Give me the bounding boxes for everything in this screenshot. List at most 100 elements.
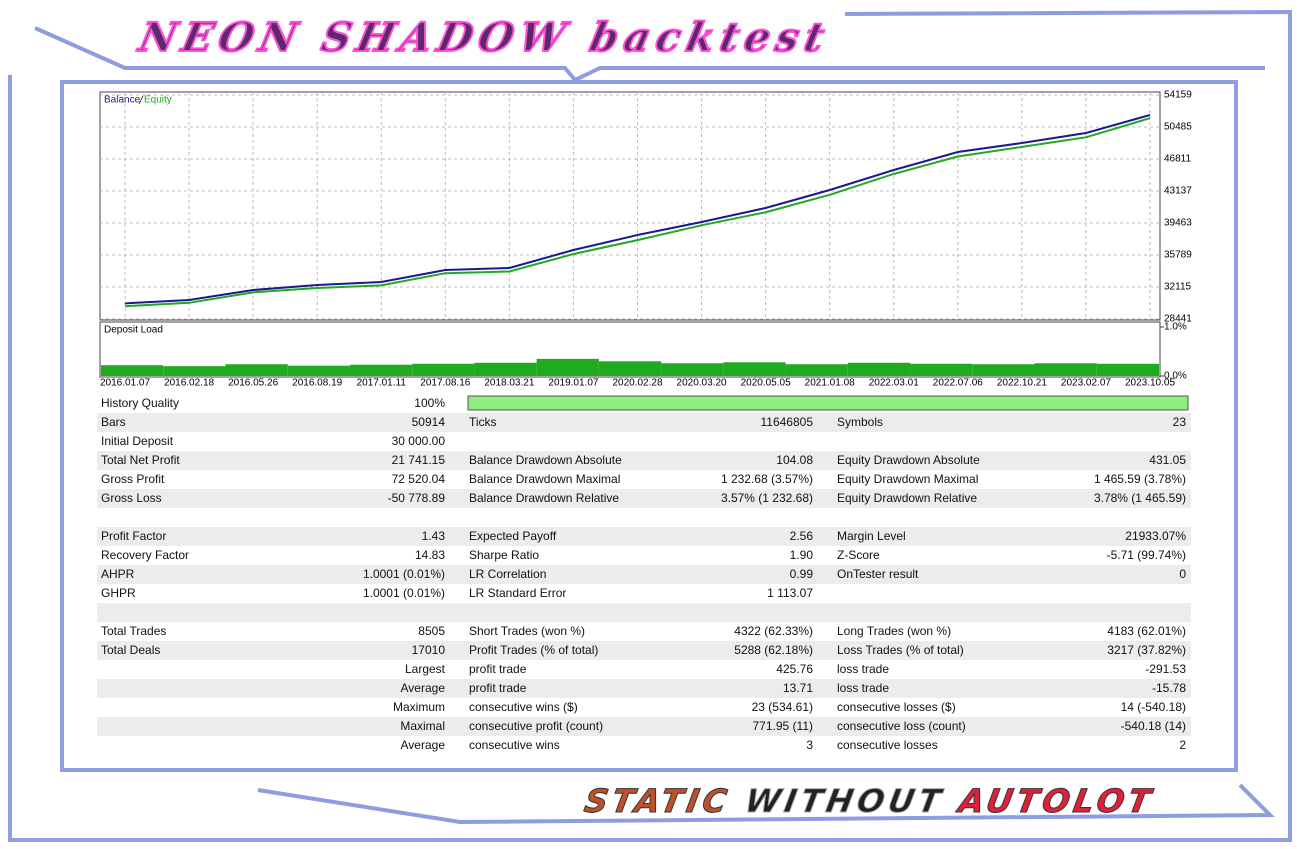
table-label: GHPR [101,586,136,600]
table-value: 3.57% (1 232.68) [720,491,813,505]
table-value: Average [400,681,445,695]
x-tick-label: 2018.03.21 [484,378,534,389]
table-value: 1.43 [421,529,445,543]
table-label: Recovery Factor [101,548,190,562]
bar [225,364,288,376]
panel-title: Deposit Load [104,325,163,336]
table-label: loss trade [837,662,890,676]
table-label: AHPR [101,567,135,581]
table-value: Average [400,738,445,752]
x-tick-label: 2020.03.20 [677,378,727,389]
table-value: 0 [1179,567,1186,581]
bar [1096,363,1159,376]
table-value: 23 (534.61) [751,700,813,714]
table-label: Profit Factor [101,529,167,543]
table-value: Largest [404,662,445,676]
decor [8,9,1292,842]
x-tick-label: 2016.05.26 [228,378,278,389]
table-label: Symbols [837,415,884,429]
table-label: History Quality [101,396,180,410]
table-value: 4322 (62.33%) [734,624,813,638]
table-value: 17010 [411,643,445,657]
table-value: 50914 [411,415,445,429]
plot-area [99,91,1161,321]
bar [785,364,848,376]
bar [1034,363,1097,376]
y-tick-label: 39463 [1164,218,1192,229]
table-label: Equity Drawdown Absolute [837,453,980,467]
row-shade [97,603,1191,622]
table-label: Ticks [469,415,497,429]
table-value: 771.95 (11) [752,719,814,733]
bar [536,358,599,376]
row-shade [97,717,1191,736]
table-label: LR Standard Error [469,586,567,600]
table-value: 431.05 [1149,453,1186,467]
legend-separator [138,95,144,105]
y-tick-label: 43137 [1164,186,1192,197]
table-value: 3217 (37.82%) [1107,643,1186,657]
table-label: Loss Trades (% of total) [837,643,964,657]
table-label: Expected Payoff [469,529,557,543]
table-value: 3 [806,738,813,752]
x-tick-label: 2023.02.07 [1061,378,1111,389]
bar [972,364,1035,376]
table-value: 425.76 [776,662,813,676]
table-value: 1.90 [789,548,813,562]
footer-word: WITHOUT [742,782,949,821]
bar [287,365,350,376]
table-value: Maximal [400,719,445,733]
table-label: Total Deals [101,643,161,657]
y-tick-label: 0.0% [1164,371,1187,382]
table-label: Gross Loss [101,491,162,505]
x-tick-label: 2022.10.21 [997,378,1047,389]
table-value: -50 778.89 [387,491,445,505]
table-label: Equity Drawdown Relative [837,491,978,505]
table-value: 13.71 [782,681,813,695]
table-value: 30 000.00 [391,434,445,448]
y-tick-label: 54159 [1164,90,1192,101]
table-value: 100% [414,396,445,410]
table-label: OnTester result [837,567,919,581]
table-label: Margin Level [837,529,906,543]
table-value: 2 [1179,738,1186,752]
table-label: Gross Profit [101,472,165,486]
table-value: -15.78 [1151,681,1186,695]
table-value: 1.0001 (0.01%) [362,586,445,600]
table-label: Balance Drawdown Absolute [469,453,622,467]
x-tick-label: 2023.10.05 [1125,378,1175,389]
y-tick-label: 50485 [1164,122,1192,133]
table-label: Equity Drawdown Maximal [837,472,979,486]
x-tick-label: 2020.05.05 [741,378,791,389]
footer-word: STATIC [581,782,734,821]
table-value: 23 [1172,415,1186,429]
legend-entry: Balance [104,95,141,106]
table-label: Z-Score [837,548,880,562]
series-line [124,117,1151,308]
y-tick-label: 46811 [1164,154,1192,165]
table-value: 21933.07% [1125,529,1186,543]
table-label: Bars [101,415,126,429]
footer: STATIC WITHOUT AUTOLOT [581,782,1158,821]
table-value: 1 232.68 (3.57%) [720,472,813,486]
row-shade [97,451,1191,470]
bar [723,362,786,376]
table-value: 8505 [418,624,445,638]
table-value: 14.83 [414,548,445,562]
table-value: 14 (-540.18) [1120,700,1186,714]
table-label: profit trade [469,662,527,676]
row-shade [97,565,1191,584]
table-label: Balance Drawdown Relative [469,491,620,505]
table-value: 0.99 [789,567,813,581]
table-value: 11646805 [760,415,814,429]
bar [474,362,537,376]
legend-entry: Equity [144,95,172,106]
bar [349,364,413,376]
table-label: consecutive losses ($) [837,700,956,714]
table-label: Balance Drawdown Maximal [469,472,621,486]
table-label: LR Correlation [469,567,547,581]
x-tick-label: 2019.01.07 [548,378,598,389]
bar [910,363,973,376]
table-value: 104.08 [776,453,813,467]
